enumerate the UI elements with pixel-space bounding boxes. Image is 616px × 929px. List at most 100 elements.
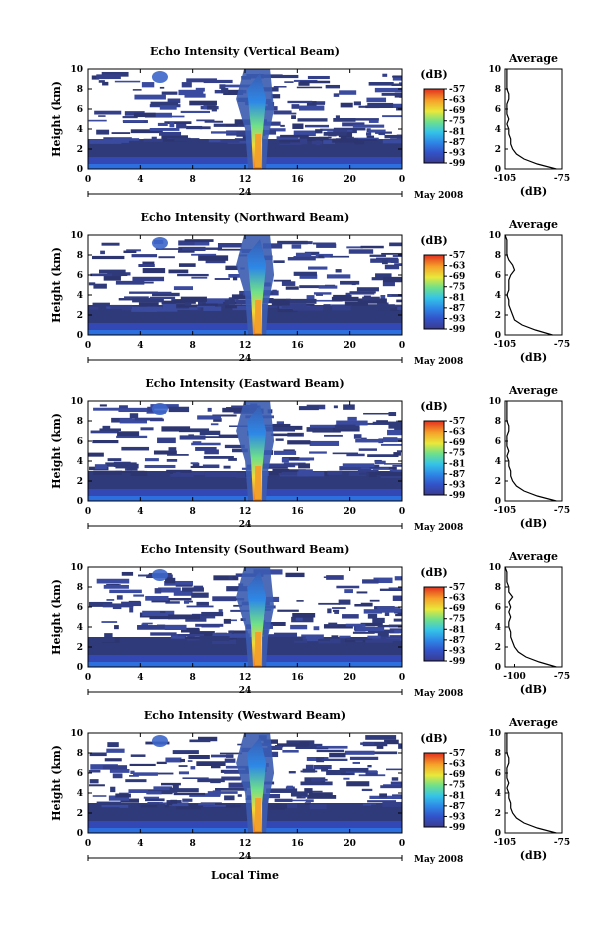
echo-patch [382,276,402,283]
echo-patch [353,101,361,106]
echo-patch [396,450,402,453]
echo-patch [159,105,177,110]
x-tick-label: 0 [85,507,91,517]
echo-patch [107,742,119,748]
y-tick-label: 0 [77,663,83,673]
echo-patch [368,471,377,478]
echo-patch [323,304,331,307]
echo-patch [161,300,176,305]
echo-patch [302,768,316,773]
echo-patch [147,802,163,804]
colorbar-tick-label: -93 [449,148,465,158]
echo-patch [197,778,225,783]
y-tick-label: 2 [77,643,83,653]
colorbar-tick-label: -57 [449,417,465,427]
echo-patch [393,618,402,622]
echo-patch [168,447,177,452]
echo-patch [311,778,321,783]
colorbar [423,752,445,828]
avg-title: Average [508,384,558,397]
echo-patch [309,804,327,809]
echo-patch [88,601,113,607]
echo-patch [186,605,214,608]
colorbar [423,88,445,164]
echo-patch [394,629,402,633]
echo-patch [367,800,397,803]
echo-patch [161,135,188,141]
colorbar-tick-label: -75 [449,283,465,293]
echo-patch [184,302,192,306]
avg-y-tick-label: 8 [495,417,501,427]
echo-patch [372,421,391,425]
echo-patch [291,244,302,249]
echo-patch [197,415,222,420]
plume-core [247,405,267,501]
echo-patch [318,285,338,289]
echo-patch [218,609,223,613]
echo-patch [182,777,209,780]
avg-title: Average [508,52,558,65]
echo-patch [210,423,219,426]
echo-patch [102,425,111,430]
echo-patch [153,291,172,295]
echo-patch [144,464,176,469]
echo-patch [360,622,383,626]
echo-patch [120,798,139,803]
echo-patch [103,275,121,281]
echo-patch [91,75,100,80]
echo-patch [161,426,191,432]
echo-patch [178,240,210,246]
echo-patch [316,757,325,763]
echo-patch [126,249,141,252]
echo-patch [178,771,190,775]
echo-patch [116,595,123,600]
echo-patch [212,596,237,602]
echo-patch [217,243,242,248]
echo-patch [274,469,306,473]
echo-patch [376,420,388,423]
echo-patch [181,82,192,88]
echo-patch [352,124,385,128]
colorbar-tick-label: -69 [449,604,465,614]
echo-patch [271,300,290,306]
echo-patch [363,609,383,614]
echo-patch [362,803,377,806]
echo-patch [205,259,226,264]
colorbar-tick-label: -81 [449,459,465,469]
echo-patch [281,457,289,463]
echo-patch [88,452,104,457]
echo-patch [232,276,238,281]
colorbar-tick-label: -87 [449,304,465,314]
echo-patch [207,407,212,412]
echo-patch [345,770,378,773]
echo-patch [346,246,363,249]
echo-patch [267,745,283,751]
echo-patch [224,795,235,801]
echo-patch [221,776,241,781]
echo-patch [99,428,121,432]
echo-patch [327,608,332,614]
echo-patch [388,423,402,429]
echo-patch [198,736,218,742]
echo-patch [357,469,379,472]
avg-x-tick-label: -105 [494,340,517,350]
echo-patch [380,443,402,446]
echo-patch [224,444,245,449]
echo-patch [276,804,287,809]
echo-patch [190,462,199,465]
echo-patch [254,804,285,810]
echo-patch [228,457,237,461]
echo-patch [114,80,141,83]
echo-patch [357,298,387,304]
echo-patch [276,421,285,427]
echo-patch [364,140,378,146]
echo-patch [262,426,296,432]
colorbar [423,420,445,496]
echo-patch [306,295,315,300]
echo-patch [356,591,368,594]
echo-patch [93,470,123,475]
echo-patch [204,449,219,455]
echo-patch [350,305,360,312]
panel-title: Echo Intensity (Vertical Beam) [150,45,340,58]
echo-patch [393,452,401,456]
